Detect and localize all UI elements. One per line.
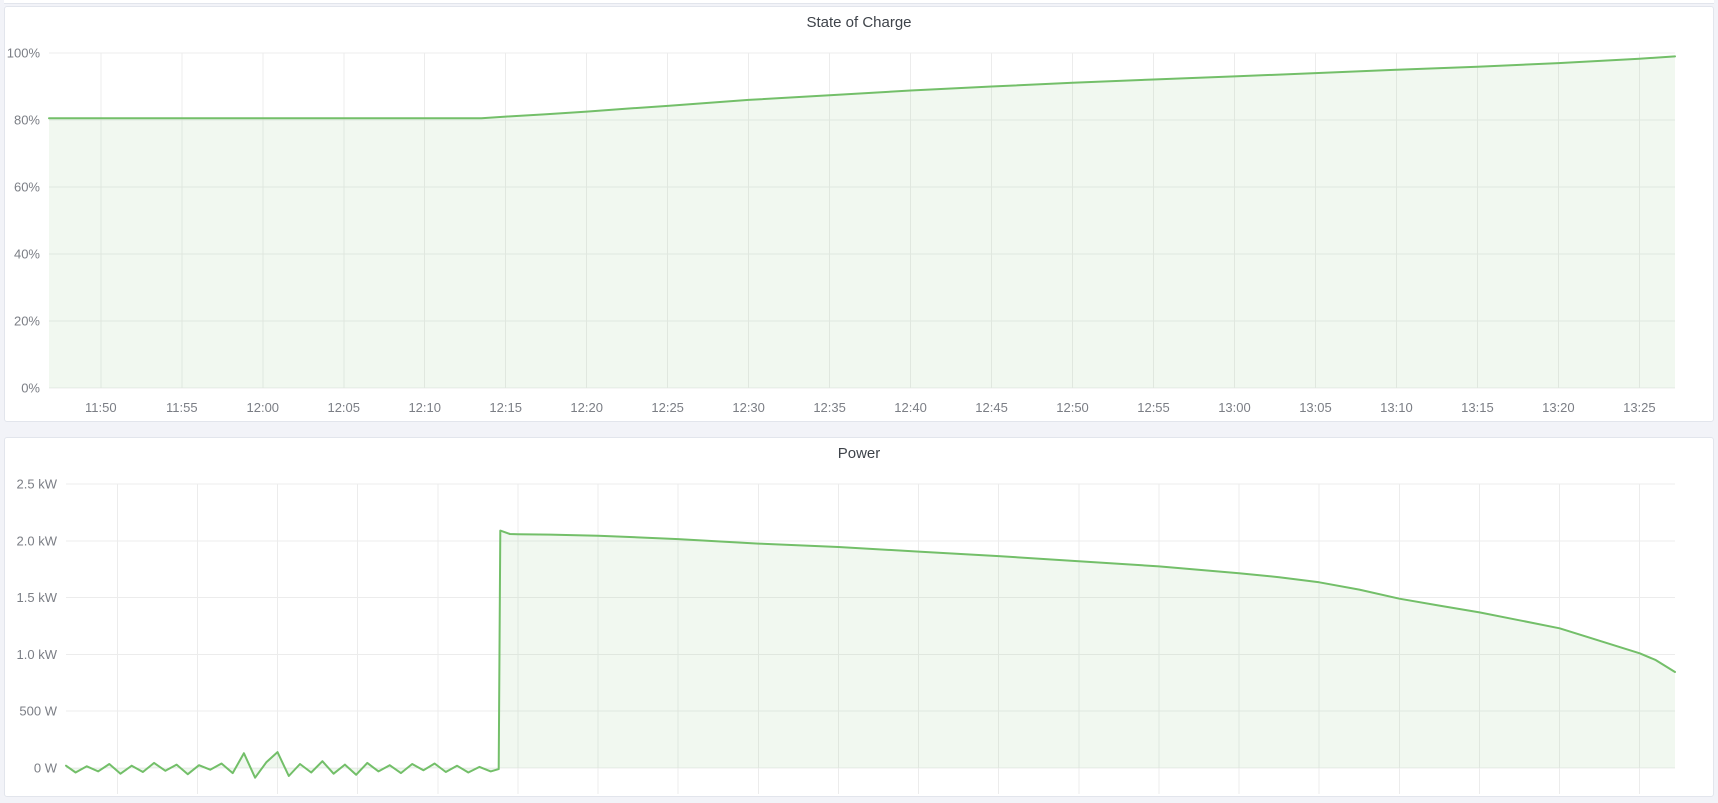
svg-text:12:10: 12:10	[408, 400, 441, 415]
svg-text:500 W: 500 W	[19, 704, 57, 719]
series-line	[65, 529, 1676, 779]
svg-text:12:55: 12:55	[1137, 400, 1170, 415]
svg-text:12:45: 12:45	[975, 400, 1008, 415]
svg-text:60%: 60%	[14, 180, 40, 195]
svg-text:13:15: 13:15	[1461, 400, 1494, 415]
svg-text:13:25: 13:25	[1623, 400, 1656, 415]
svg-text:13:05: 13:05	[1299, 400, 1332, 415]
svg-text:13:00: 13:00	[1218, 400, 1251, 415]
svg-text:100%: 100%	[7, 46, 41, 61]
x-axis-labels: 11:50 11:55 12:00 12:05 12:10 12:15 12:20 12:25…	[85, 400, 1656, 415]
svg-text:12:05: 12:05	[327, 400, 360, 415]
svg-text:12:15: 12:15	[489, 400, 522, 415]
svg-text:12:30: 12:30	[732, 400, 765, 415]
svg-text:0 W: 0 W	[34, 761, 58, 776]
svg-text:2.5 kW: 2.5 kW	[17, 477, 58, 492]
y-axis-labels: 0% 20% 40% 60% 80% 100%	[7, 46, 41, 396]
svg-text:12:20: 12:20	[570, 400, 603, 415]
svg-text:12:40: 12:40	[894, 400, 927, 415]
svg-text:12:25: 12:25	[651, 400, 684, 415]
svg-text:2.0 kW: 2.0 kW	[17, 533, 58, 548]
panel-state-of-charge: State of Charge 0% 20% 40% 60% 80% 100% 11:50 1…	[4, 6, 1714, 422]
svg-text:11:50: 11:50	[85, 400, 117, 415]
svg-text:12:00: 12:00	[247, 400, 280, 415]
power-chart-canvas[interactable]: 0 W 500 W 1.0 kW 1.5 kW 2.0 kW 2.5 kW	[5, 438, 1713, 796]
svg-text:0%: 0%	[21, 381, 40, 396]
y-axis-labels: 0 W 500 W 1.0 kW 1.5 kW 2.0 kW 2.5 kW	[17, 477, 58, 776]
series-area-fill	[49, 56, 1675, 389]
svg-text:1.5 kW: 1.5 kW	[17, 590, 58, 605]
panel-title-state-of-charge[interactable]: State of Charge	[806, 14, 912, 31]
svg-text:1.0 kW: 1.0 kW	[17, 647, 58, 662]
series-line	[48, 55, 1676, 120]
svg-text:80%: 80%	[14, 113, 40, 128]
svg-text:12:50: 12:50	[1056, 400, 1089, 415]
series-area-fill	[66, 530, 1675, 778]
svg-text:12:35: 12:35	[813, 400, 846, 415]
grid-lines	[49, 52, 1675, 389]
panel-power: Power 0 W 500 W 1.0 kW 1.5 kW 2.0 kW 2.5 kW	[4, 437, 1714, 797]
svg-text:40%: 40%	[14, 247, 40, 262]
svg-text:13:20: 13:20	[1542, 400, 1575, 415]
svg-text:13:10: 13:10	[1380, 400, 1413, 415]
grid-lines	[66, 483, 1675, 794]
svg-text:11:55: 11:55	[166, 400, 198, 415]
state-of-charge-chart-canvas[interactable]: 0% 20% 40% 60% 80% 100% 11:50 11:55 12:00 12:05 12…	[5, 7, 1713, 421]
panel-title-power[interactable]: Power	[837, 445, 881, 462]
panel-edge-above	[4, 0, 1714, 4]
svg-text:20%: 20%	[14, 314, 40, 329]
